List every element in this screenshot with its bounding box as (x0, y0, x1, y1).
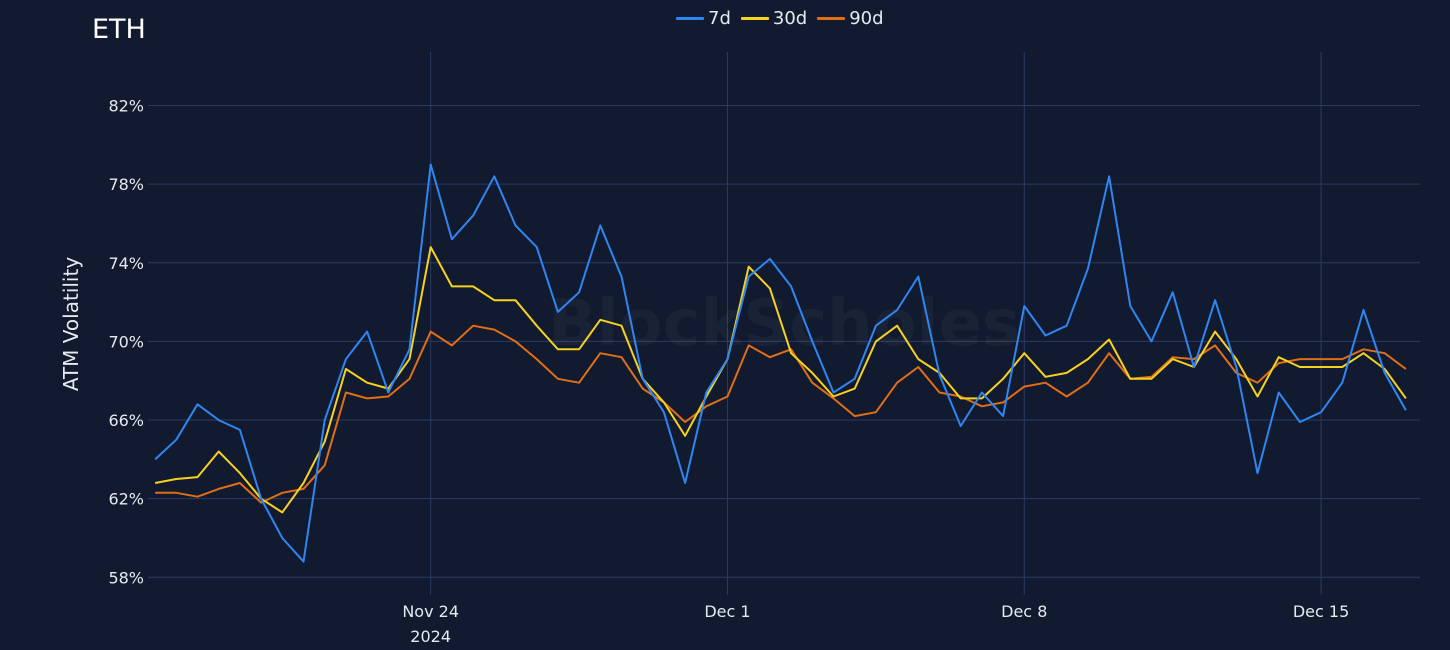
y-axis-label: ATM Volatility (59, 256, 83, 392)
series-line-7d (154, 163, 1407, 563)
y-tick-label: 62% (108, 490, 144, 509)
chart-title: ETH (92, 14, 146, 45)
x-axis-ticks: Nov 24 2024 Dec 1 Dec 8 Dec 15 (402, 602, 1349, 646)
series-line-90d (155, 324, 1407, 504)
x-tick-label: Dec 15 (1293, 602, 1349, 621)
legend-item-7d[interactable]: 7d (676, 8, 731, 29)
legend-item-90d[interactable]: 90d (817, 8, 884, 29)
x-tick-sublabel: 2024 (410, 627, 451, 646)
legend-label-30d: 30d (772, 8, 808, 29)
y-tick-label: 78% (108, 175, 144, 194)
legend-swatch-7d (676, 17, 704, 20)
y-tick-label: 66% (108, 411, 144, 430)
x-tick-label: Dec 8 (1001, 602, 1047, 621)
legend-swatch-90d (817, 17, 846, 20)
legend-label-90d: 90d (849, 8, 884, 29)
y-tick-label: 58% (108, 568, 144, 587)
y-tick-label: 82% (108, 97, 144, 116)
y-tick-label: 74% (108, 254, 144, 273)
legend: 7d 30d 90d (676, 8, 884, 29)
y-tick-label: 70% (108, 332, 144, 351)
x-tick-label: Dec 1 (704, 602, 750, 621)
series-lines (154, 163, 1407, 563)
y-axis-ticks: 58% 62% 66% 70% 74% 78% 82% (108, 97, 144, 588)
legend-swatch-30d (740, 17, 769, 20)
series-line-30d (154, 246, 1407, 514)
legend-label-7d: 7d (708, 8, 731, 29)
legend-item-30d[interactable]: 30d (740, 8, 808, 29)
x-tick-label: Nov 24 (402, 602, 459, 621)
